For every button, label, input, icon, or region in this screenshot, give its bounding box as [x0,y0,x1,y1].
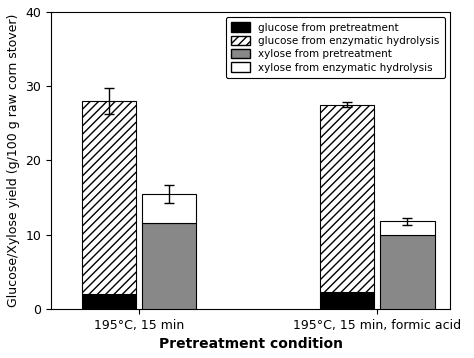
X-axis label: Pretreatment condition: Pretreatment condition [158,337,343,351]
Legend: glucose from pretreatment, glucose from enzymatic hydrolysis, xylose from pretre: glucose from pretreatment, glucose from … [226,17,445,78]
Bar [82,101,136,294]
Bar [320,105,374,292]
Bar [82,294,136,309]
Bar [320,292,374,309]
Bar [143,194,197,223]
Bar [381,221,435,234]
Bar [143,223,197,309]
Y-axis label: Glucose/Xylose yield (g/100 g raw corn stover): Glucose/Xylose yield (g/100 g raw corn s… [7,14,20,307]
Bar [381,234,435,309]
